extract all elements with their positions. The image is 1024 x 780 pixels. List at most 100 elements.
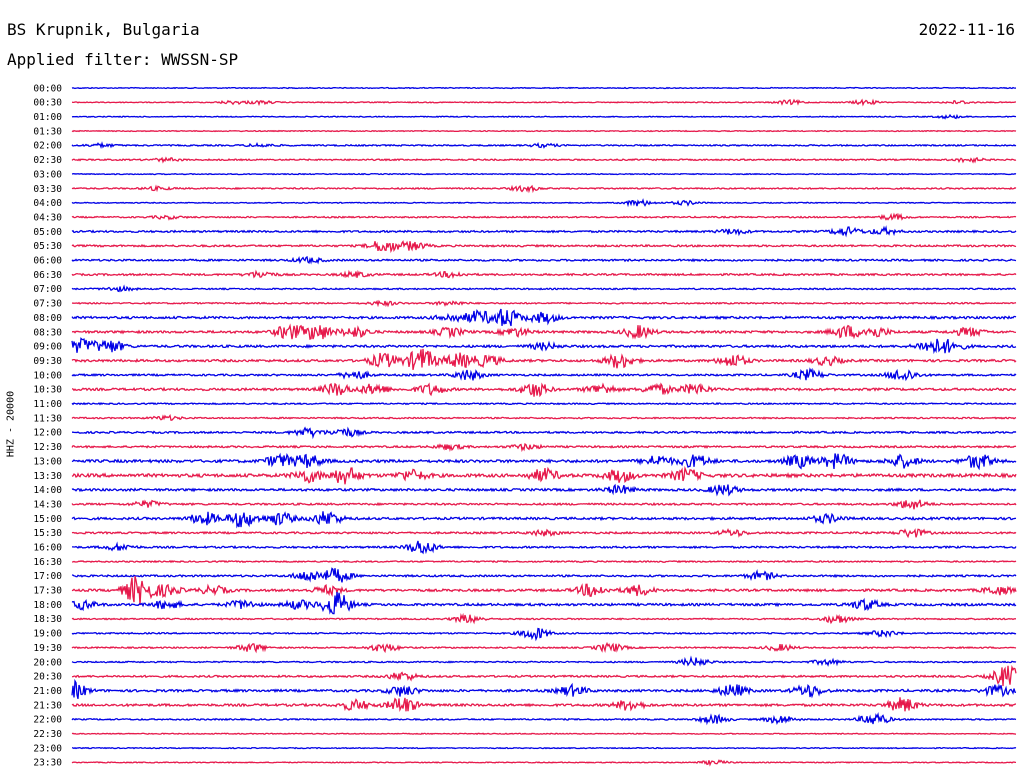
- seismic-trace: [71, 627, 1017, 642]
- seismic-trace: [71, 113, 1017, 120]
- time-tick-label: 03:30: [33, 184, 62, 195]
- time-tick-label: 01:00: [33, 112, 62, 123]
- seismic-trace: [71, 697, 1017, 713]
- time-tick-label: 18:00: [33, 600, 62, 611]
- time-tick-label: 10:30: [33, 385, 62, 396]
- time-tick-label: 00:30: [33, 98, 62, 109]
- time-tick-label: 22:00: [33, 715, 62, 726]
- seismic-trace: [71, 759, 1017, 767]
- seismic-trace: [71, 576, 1017, 606]
- seismic-trace: [71, 156, 1017, 164]
- time-tick-label: 17:00: [33, 571, 62, 582]
- seismic-trace: [71, 308, 1017, 327]
- seismic-trace: [71, 240, 1017, 254]
- seismic-trace: [71, 86, 1017, 90]
- seismic-trace: [71, 225, 1017, 238]
- time-tick-label: 05:00: [33, 227, 62, 238]
- time-tick-label: 07:00: [33, 284, 62, 295]
- seismic-trace: [71, 299, 1017, 308]
- seismic-trace: [71, 452, 1017, 471]
- time-tick-label: 01:30: [33, 126, 62, 137]
- seismic-trace: [71, 255, 1017, 265]
- time-tick-label: 02:30: [33, 155, 62, 166]
- seismic-trace: [72, 540, 1017, 555]
- time-tick-label: 09:30: [33, 356, 62, 367]
- time-tick-label: 06:30: [33, 270, 62, 281]
- time-tick-label: 05:30: [33, 241, 62, 252]
- seismic-trace: [71, 567, 1017, 583]
- time-tick-label: 18:30: [33, 614, 62, 625]
- station-title: BS Krupnik, Bulgaria: [7, 20, 200, 39]
- seismic-trace: [71, 367, 1017, 382]
- seismic-trace: [71, 443, 1017, 453]
- time-tick-label: 19:00: [33, 629, 62, 640]
- time-tick-label: 10:00: [33, 370, 62, 381]
- seismic-trace: [71, 712, 1017, 726]
- time-tick-label: 15:30: [33, 528, 62, 539]
- seismic-trace: [71, 172, 1017, 176]
- time-tick-label: 11:00: [33, 399, 62, 410]
- time-tick-label: 21:00: [33, 686, 62, 697]
- seismic-trace: [71, 184, 1017, 194]
- time-tick-label: 08:30: [33, 327, 62, 338]
- time-tick-label: 12:30: [33, 442, 62, 453]
- seismic-trace: [71, 732, 1017, 736]
- time-tick-label: 21:30: [33, 700, 62, 711]
- time-tick-label: 23:30: [33, 758, 62, 769]
- seismic-trace: [71, 426, 1017, 440]
- time-tick-label: 09:00: [33, 342, 62, 353]
- time-tick-label: 12:00: [33, 428, 62, 439]
- seismic-trace: [71, 591, 1017, 615]
- seismic-trace: [71, 382, 1017, 398]
- date-label: 2022-11-16: [918, 20, 1015, 39]
- time-tick-label: 20:30: [33, 672, 62, 683]
- seismic-trace: [71, 678, 1017, 700]
- seismic-trace: [71, 402, 1017, 406]
- seismic-trace: [71, 641, 1017, 654]
- seismic-trace: [71, 98, 1017, 107]
- seismic-trace: [71, 337, 1017, 355]
- time-tick-label: 22:30: [33, 729, 62, 740]
- seismic-trace: [71, 528, 1017, 539]
- seismic-trace: [71, 559, 1017, 564]
- seismic-trace: [71, 414, 1017, 421]
- seismic-trace: [71, 141, 1017, 149]
- time-tick-label: 02:00: [33, 141, 62, 152]
- seismic-trace: [71, 746, 1017, 750]
- seismic-trace: [71, 269, 1017, 279]
- seismic-trace: [71, 212, 1017, 221]
- time-tick-label: 04:00: [33, 198, 62, 209]
- seismic-trace: [71, 511, 1017, 529]
- time-tick-label: 15:00: [33, 514, 62, 525]
- filter-label: Applied filter: WWSSN-SP: [7, 50, 239, 69]
- seismic-trace: [71, 284, 1017, 293]
- seismic-trace: [71, 465, 1017, 485]
- time-tick-label: 06:00: [33, 256, 62, 267]
- seismic-trace: [71, 483, 1017, 497]
- time-tick-label: 16:30: [33, 557, 62, 568]
- time-tick-label: 11:30: [33, 413, 62, 424]
- seismic-trace: [71, 198, 1017, 208]
- time-tick-label: 20:00: [33, 657, 62, 668]
- time-tick-label: 00:00: [33, 83, 62, 94]
- seismic-trace: [71, 129, 1017, 133]
- time-tick-label: 07:30: [33, 299, 62, 310]
- time-tick-label: 13:00: [33, 456, 62, 467]
- time-tick-label: 16:00: [33, 543, 62, 554]
- time-tick-label: 03:00: [33, 169, 62, 180]
- seismic-trace: [71, 612, 1017, 625]
- seismic-trace: [71, 499, 1017, 510]
- time-tick-label: 17:30: [33, 586, 62, 597]
- time-tick-label: 19:30: [33, 643, 62, 654]
- seismic-trace: [71, 348, 1017, 370]
- time-tick-label: 13:30: [33, 471, 62, 482]
- seismic-trace: [71, 655, 1017, 667]
- time-tick-label: 14:00: [33, 485, 62, 496]
- seismic-trace: [71, 323, 1017, 340]
- time-tick-label: 23:00: [33, 743, 62, 754]
- time-tick-label: 04:30: [33, 213, 62, 224]
- time-tick-label: 14:30: [33, 499, 62, 510]
- seismic-trace: [71, 664, 1017, 687]
- time-tick-label: 08:00: [33, 313, 62, 324]
